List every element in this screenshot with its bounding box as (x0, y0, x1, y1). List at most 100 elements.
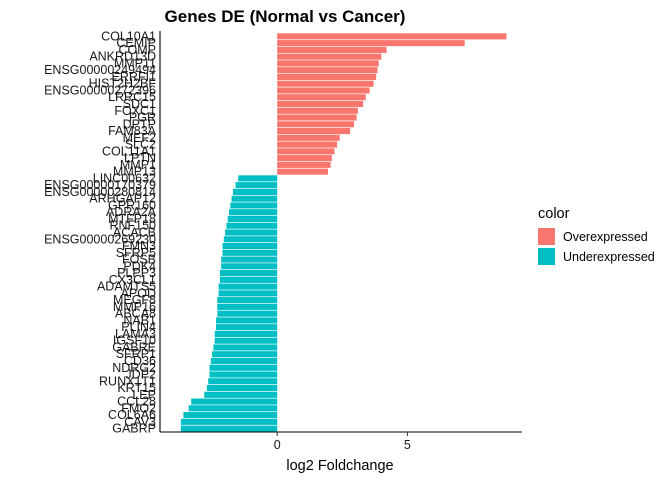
category-label: PLIN4 (121, 320, 156, 334)
legend-label-overexpressed: Overexpressed (563, 230, 648, 244)
bar-cemip (277, 40, 465, 47)
category-label: GPR160 (108, 198, 156, 212)
bar-gabrp (180, 425, 278, 432)
bar-cav3 (180, 418, 278, 425)
category-label: SDC1 (123, 97, 156, 111)
category-label: RNF150 (109, 219, 156, 233)
bar-ccl28 (191, 398, 278, 405)
category-label: ENSG00000272396 (44, 83, 156, 97)
bar-slc2 (277, 141, 338, 148)
category-label: HIST2H2BF (89, 77, 157, 91)
bar-errfi1 (277, 73, 377, 81)
category-label: ENSG00000170379 (44, 178, 156, 192)
bar-arhgap12 (231, 195, 278, 202)
bar-cd36 (210, 357, 278, 365)
category-label: ENSG00000280814 (44, 185, 156, 199)
bar-runx1t1 (208, 378, 278, 385)
bar-ensg00000272396 (277, 87, 370, 94)
category-label: MMP1 (120, 158, 156, 172)
category-label: ANKRD13D (89, 50, 156, 64)
category-label: FOXC1 (114, 104, 156, 118)
bar-hist2h2bf (277, 80, 374, 87)
category-label: COL11A1 (102, 144, 156, 158)
bar-sfrp1 (212, 351, 278, 358)
category-label: LAMA3 (115, 327, 156, 341)
legend-swatch-underexpressed (538, 248, 555, 265)
bar-ensg00000269230 (223, 236, 278, 243)
category-labels-group: COL10A1CEMIPCOMPANKRD13DMMP11ENSG0000024… (44, 29, 157, 435)
bar-ensg00000249494 (277, 67, 378, 74)
bar-mef2 (277, 134, 340, 141)
bar-linc00632 (238, 175, 278, 182)
bar-mmp11 (277, 60, 379, 67)
bar-nab1 (215, 317, 278, 324)
bar-mmp16 (217, 303, 278, 310)
category-label: LPTN (124, 151, 156, 165)
category-label: GABRE (112, 340, 156, 354)
axes-group (159, 31, 522, 433)
x-tick-label: 5 (404, 438, 411, 452)
bar-ankrd13d (277, 53, 382, 60)
bar-ensg00000280814 (232, 188, 278, 195)
category-label: FAM83A (108, 124, 157, 138)
bar-plpp3 (219, 270, 278, 277)
legend-swatch-overexpressed (538, 228, 555, 245)
legend-title: color (538, 206, 570, 222)
bar-fmn3 (222, 242, 278, 250)
category-label: FMO2 (121, 401, 156, 415)
category-label: MTFP18 (108, 212, 156, 226)
bar-fosb (221, 256, 278, 263)
category-label: IGSF10 (113, 334, 156, 348)
category-label: ENSG00000249494 (44, 63, 156, 77)
bar-gabre (213, 344, 278, 351)
x-tick-label: 0 (274, 438, 281, 452)
category-label: FOSB (122, 253, 156, 267)
category-label: RUNX1T1 (99, 374, 156, 388)
bar-mtfp18 (227, 215, 278, 223)
bar-plin4 (215, 324, 278, 331)
category-label: FMN3 (122, 239, 156, 253)
category-label: SLC2 (125, 138, 156, 152)
category-label: ACACB (113, 226, 156, 240)
category-label: MEF2 (123, 131, 156, 145)
bar-lama3 (214, 330, 278, 337)
bars-group (180, 33, 507, 432)
bar-acacb (225, 229, 278, 236)
category-label: PDK4 (123, 259, 156, 273)
bar-cx3cl1 (219, 276, 278, 283)
category-label: COL10A1 (101, 29, 156, 43)
category-label: ARHGAP12 (89, 192, 156, 206)
category-label: MMP13 (113, 165, 156, 179)
category-label: MMP11 (114, 56, 156, 70)
bar-dptp (277, 121, 355, 128)
category-label: LEP (132, 388, 156, 402)
category-label: MMP16 (113, 300, 156, 314)
bar-rnf150 (226, 222, 278, 229)
bar-sdc1 (277, 100, 364, 108)
category-label: NAB1 (123, 313, 156, 327)
category-label: CX3CL1 (109, 273, 156, 287)
category-label: ENSG00000269230 (44, 232, 156, 246)
category-label: ADAMTS5 (97, 280, 156, 294)
category-label: ABCA8 (115, 307, 156, 321)
bar-ensg00000170379 (235, 182, 278, 189)
category-label: PLPP3 (117, 266, 156, 280)
category-label: ADRA2A (106, 205, 157, 219)
bar-lep (204, 391, 278, 398)
bar-lrrc15 (277, 94, 366, 101)
bar-col10a1 (277, 33, 507, 40)
category-label: GABRP (112, 422, 156, 436)
category-label: DPTP (123, 117, 156, 131)
category-label: CD36 (124, 354, 156, 368)
bar-fam83a (277, 128, 351, 135)
chart-title: Genes DE (Normal vs Cancer) (165, 7, 406, 26)
bar-col6a6 (183, 412, 278, 419)
bar-foxc1 (277, 107, 358, 114)
bar-fmo2 (188, 405, 278, 412)
category-label: SFRP1 (116, 347, 156, 361)
category-label: KRT15 (117, 381, 156, 395)
category-label: LRRC15 (108, 90, 156, 104)
bar-ndrg2 (209, 364, 278, 371)
bar-adra2a (229, 209, 278, 216)
